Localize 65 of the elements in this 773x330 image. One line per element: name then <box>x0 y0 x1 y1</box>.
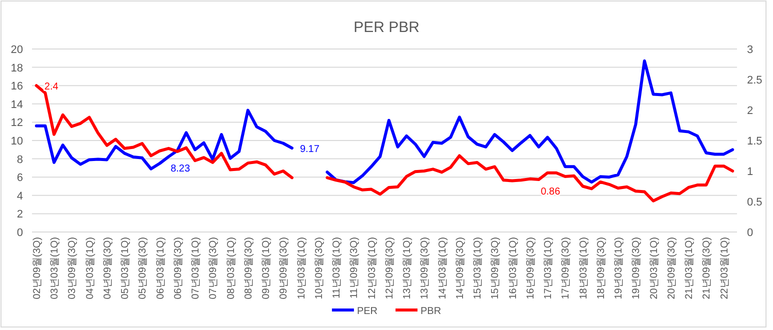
y-tick-label: 0 <box>16 227 23 239</box>
x-tick-label: 19년03월(1Q) <box>614 237 625 300</box>
x-tick-label: 13년03월(1Q) <box>402 237 414 300</box>
x-tick-label: 18년09월(3Q) <box>596 237 607 300</box>
x-tick-label: 14년09월(3Q) <box>454 237 466 300</box>
legend-label: PBR <box>420 306 442 317</box>
x-tick-label: 08년09월(3Q) <box>243 237 254 300</box>
data-label: 8.23 <box>170 164 190 175</box>
x-tick-label: 07년03월(1Q) <box>190 237 202 300</box>
y2-tick-label: 2.5 <box>747 74 762 86</box>
x-tick-label: 15년03월(1Q) <box>472 237 484 300</box>
x-tick-label: 21년09월(3Q) <box>702 237 713 300</box>
x-tick-label: 05년03월(1Q) <box>120 237 132 300</box>
x-tick-label: 19년09월(3Q) <box>631 237 642 300</box>
x-tick-label: 12년09월(3Q) <box>384 237 396 300</box>
x-tick-label: 08년03월(1Q) <box>226 237 237 300</box>
y2-tick-label: 0.5 <box>747 196 762 208</box>
data-label: 2.4 <box>44 82 59 93</box>
x-tick-label: 04년09월(3Q) <box>102 237 114 300</box>
y2-tick-label: 3 <box>747 44 754 56</box>
y2-tick-label: 2 <box>747 105 754 117</box>
x-tick-label: 16년09월(3Q) <box>525 237 536 300</box>
x-tick-label: 09년09월(3Q) <box>278 237 290 300</box>
y-tick-label: 20 <box>10 44 23 56</box>
x-tick-label: 18년03월(1Q) <box>578 237 590 300</box>
x-tick-label: 20년03월(1Q) <box>648 237 660 300</box>
x-tick-label: 07년09월(3Q) <box>208 237 220 300</box>
x-tick-label: 11년03월(1Q) <box>332 237 343 299</box>
x-tick-label: 10년09월(3Q) <box>314 237 325 300</box>
y-tick-label: 8 <box>16 154 23 166</box>
x-tick-label: 11년09월(3Q) <box>349 237 360 299</box>
x-tick-label: 03년03월(1Q) <box>50 237 61 300</box>
x-tick-label: 16년03월(1Q) <box>508 237 519 300</box>
x-tick-label: 04년03월(1Q) <box>84 237 96 300</box>
y2-tick-label: 0 <box>747 227 754 239</box>
x-tick-label: 05년09월(3Q) <box>138 237 149 300</box>
x-tick-label: 03년09월(3Q) <box>67 237 78 300</box>
x-tick-label: 17년09월(3Q) <box>560 237 572 300</box>
y-tick-label: 4 <box>16 190 23 202</box>
x-tick-label: 21년03월(1Q) <box>684 237 696 300</box>
y-tick-label: 6 <box>16 172 23 184</box>
y-tick-label: 18 <box>10 62 23 74</box>
x-tick-label: 09년03월(1Q) <box>261 237 272 300</box>
y-tick-label: 12 <box>10 117 23 130</box>
y-tick-label: 2 <box>16 208 23 221</box>
x-tick-label: 14년03월(1Q) <box>437 237 448 300</box>
x-tick-label: 15년09월(3Q) <box>490 237 502 300</box>
x-tick-label: 13년09월(3Q) <box>420 237 431 300</box>
x-tick-label: 10년03월(1Q) <box>296 237 308 300</box>
x-tick-label: 06년03월(1Q) <box>155 237 166 300</box>
legend-label: PER <box>356 306 378 317</box>
y2-tick-label: 1.5 <box>747 136 762 148</box>
y2-tick-label: 1 <box>747 166 754 178</box>
y-tick-label: 16 <box>10 80 23 93</box>
x-tick-label: 22년03월(1Q) <box>719 237 730 300</box>
x-tick-label: 06년09월(3Q) <box>172 237 184 300</box>
x-tick-label: 12년03월(1Q) <box>366 237 378 300</box>
data-label: 0.86 <box>540 186 561 198</box>
data-label: 9.17 <box>300 144 320 156</box>
x-tick-label: 02년09월(3Q) <box>32 237 43 300</box>
x-tick-label: 17년03월(1Q) <box>543 237 554 300</box>
y-tick-label: 10 <box>10 136 23 148</box>
y-tick-label: 14 <box>10 98 23 111</box>
x-tick-label: 20년09월(3Q) <box>666 237 678 300</box>
chart-title: PER PBR <box>354 19 420 36</box>
